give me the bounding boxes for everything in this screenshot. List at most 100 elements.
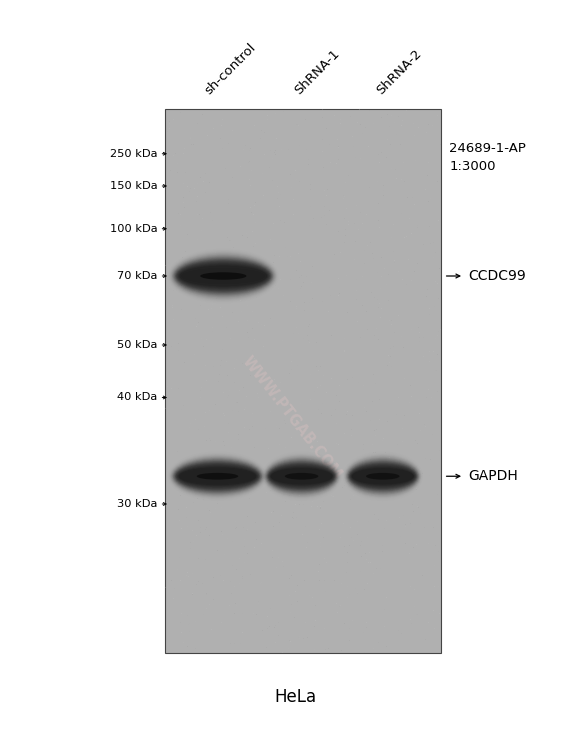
Point — [254, 500, 263, 512]
Point — [368, 459, 378, 471]
Point — [409, 496, 418, 508]
Point — [244, 466, 253, 478]
Point — [184, 590, 194, 602]
Point — [314, 504, 324, 516]
Point — [337, 644, 346, 656]
Point — [357, 618, 367, 630]
Point — [317, 206, 327, 218]
Point — [412, 519, 422, 531]
Point — [279, 328, 288, 340]
Point — [309, 615, 318, 627]
Point — [289, 187, 298, 199]
Point — [173, 608, 182, 619]
Point — [420, 310, 430, 322]
Point — [195, 476, 204, 488]
Point — [381, 446, 390, 458]
Point — [310, 590, 319, 602]
Point — [266, 145, 275, 157]
Point — [278, 354, 288, 366]
Point — [223, 424, 232, 436]
Point — [268, 439, 277, 451]
Point — [251, 202, 260, 214]
Point — [394, 251, 403, 263]
Point — [342, 269, 351, 281]
Point — [425, 302, 434, 314]
Point — [372, 129, 381, 141]
Point — [405, 200, 414, 212]
Point — [353, 412, 362, 424]
Point — [191, 616, 200, 628]
Point — [368, 120, 378, 132]
Point — [216, 608, 226, 619]
Point — [431, 445, 440, 457]
Point — [175, 610, 184, 622]
Point — [384, 510, 393, 522]
Point — [294, 328, 303, 340]
Point — [175, 346, 184, 358]
Point — [166, 168, 175, 180]
Point — [411, 555, 420, 567]
Point — [356, 152, 365, 164]
Point — [233, 380, 242, 392]
Point — [407, 619, 416, 631]
Point — [436, 139, 445, 151]
Point — [250, 188, 259, 200]
Point — [333, 592, 342, 604]
Point — [364, 634, 373, 646]
Point — [195, 464, 205, 476]
Point — [181, 566, 190, 578]
Point — [309, 506, 318, 518]
Point — [380, 353, 389, 365]
Point — [208, 242, 218, 254]
Point — [383, 506, 392, 518]
Point — [277, 422, 286, 434]
Point — [263, 113, 272, 125]
Point — [249, 301, 259, 313]
Point — [163, 267, 172, 279]
Point — [298, 618, 307, 630]
Point — [186, 297, 195, 309]
Point — [314, 135, 324, 147]
Point — [377, 112, 386, 124]
Point — [269, 494, 278, 506]
Point — [354, 544, 363, 556]
Point — [223, 461, 232, 473]
Point — [241, 440, 251, 452]
Point — [370, 490, 379, 502]
Point — [389, 632, 398, 644]
Point — [292, 448, 301, 460]
Point — [226, 201, 235, 213]
Point — [359, 627, 368, 639]
Point — [253, 570, 263, 582]
Point — [411, 272, 420, 284]
Point — [406, 339, 415, 351]
Point — [365, 303, 374, 315]
Point — [248, 232, 257, 244]
Point — [328, 179, 337, 191]
Point — [188, 256, 198, 268]
Point — [352, 348, 361, 360]
Point — [346, 334, 356, 346]
Point — [339, 537, 348, 549]
Point — [292, 582, 302, 594]
Point — [246, 179, 255, 191]
Point — [240, 458, 249, 470]
Point — [318, 608, 327, 620]
Point — [182, 512, 191, 524]
Point — [289, 159, 299, 171]
Point — [376, 193, 386, 205]
Point — [284, 474, 293, 486]
Point — [248, 563, 257, 575]
Point — [418, 259, 427, 271]
Point — [175, 434, 184, 446]
Point — [164, 361, 173, 373]
Point — [358, 596, 368, 608]
Point — [331, 599, 340, 611]
Point — [336, 448, 346, 460]
Point — [228, 554, 237, 566]
Point — [273, 184, 282, 196]
Point — [365, 148, 375, 160]
Point — [436, 458, 445, 470]
Point — [405, 606, 415, 618]
Point — [430, 301, 439, 313]
